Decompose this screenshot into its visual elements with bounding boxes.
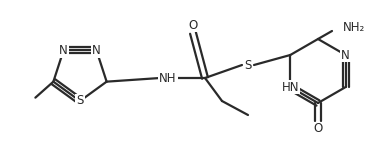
Text: NH: NH xyxy=(159,71,177,84)
Text: O: O xyxy=(189,19,198,32)
Text: S: S xyxy=(244,58,252,71)
Text: O: O xyxy=(313,123,323,136)
Text: HN: HN xyxy=(281,80,299,93)
Text: NH₂: NH₂ xyxy=(343,21,365,34)
Text: N: N xyxy=(341,49,350,62)
Text: N: N xyxy=(92,44,101,57)
Text: N: N xyxy=(59,44,68,57)
Text: S: S xyxy=(76,95,84,108)
